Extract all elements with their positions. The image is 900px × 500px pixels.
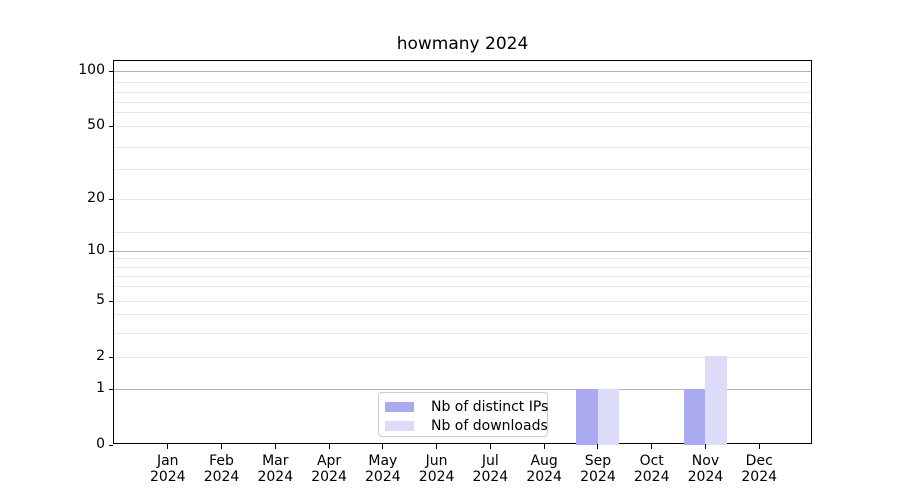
y-gridline-80 xyxy=(114,92,811,93)
y-tick-mark-20 xyxy=(109,199,113,200)
y-gridline-60 xyxy=(114,112,811,113)
y-tick-label-1: 1 xyxy=(96,380,105,396)
y-tick-label-50: 50 xyxy=(87,117,105,133)
x-tick-label-aug: Aug 2024 xyxy=(516,453,572,485)
x-tick-month: Apr xyxy=(316,453,342,469)
plot-area: Nb of distinct IPs Nb of downloads 100 50… xyxy=(78,60,812,485)
y-tick-mark-0 xyxy=(109,445,113,446)
chart-title: howmany 2024 xyxy=(396,34,529,54)
legend-label-downloads: Nb of downloads xyxy=(431,417,548,434)
x-tick-year: 2024 xyxy=(633,469,670,485)
y-gridline-100 xyxy=(114,71,811,72)
x-tick-month: May xyxy=(368,453,398,469)
x-tick-month: Jan xyxy=(156,453,179,469)
x-tick-label-jul: Jul 2024 xyxy=(462,453,518,485)
bar-sep-2024-distinct-ips xyxy=(576,389,598,445)
x-tick-mark-aug xyxy=(543,444,545,449)
y-tick-label-20: 20 xyxy=(87,190,105,206)
legend-swatch-downloads xyxy=(385,420,414,431)
y-gridline-5 xyxy=(114,301,811,302)
x-tick-year: 2024 xyxy=(741,469,778,485)
legend-swatch-distinct-ips xyxy=(385,401,414,412)
x-tick-year: 2024 xyxy=(365,469,401,485)
y-gridline-70 xyxy=(114,102,811,103)
x-tick-year: 2024 xyxy=(149,469,186,485)
y-gridline-4 xyxy=(114,314,811,315)
y-gridline-7 xyxy=(114,276,811,277)
x-tick-mark-dec xyxy=(758,444,760,449)
y-gridline-15 xyxy=(114,232,811,233)
x-tick-label-oct: Oct 2024 xyxy=(624,453,680,485)
x-tick-year: 2024 xyxy=(418,469,455,485)
x-tick-mark-jun xyxy=(436,444,438,449)
legend-label-distinct-ips: Nb of distinct IPs xyxy=(431,398,549,415)
y-tick-mark-10 xyxy=(109,251,113,252)
y-tick-label-0: 0 xyxy=(96,436,105,452)
x-tick-label-mar: Mar 2024 xyxy=(247,453,303,485)
y-tick-label-100: 100 xyxy=(78,62,105,78)
y-gridline-90 xyxy=(114,82,811,83)
y-gridline-1 xyxy=(114,389,811,390)
x-tick-label-sep: Sep 2024 xyxy=(570,453,626,485)
x-tick-mark-sep xyxy=(597,444,599,449)
legend-row-downloads: Nb of downloads xyxy=(385,417,548,434)
x-tick-label-jan: Jan 2024 xyxy=(140,453,196,485)
x-tick-mark-jul xyxy=(489,444,491,449)
y-tick-mark-1 xyxy=(109,389,113,390)
x-tick-month: Feb xyxy=(209,453,234,469)
x-tick-month: Dec xyxy=(745,453,773,469)
x-tick-label-apr: Apr 2024 xyxy=(301,453,357,485)
x-tick-mark-nov xyxy=(704,444,706,449)
x-tick-mark-jan xyxy=(167,444,169,449)
y-gridline-2 xyxy=(114,357,811,358)
x-tick-label-jun: Jun 2024 xyxy=(409,453,465,485)
x-tick-mark-oct xyxy=(651,444,653,449)
y-gridline-10 xyxy=(114,251,811,252)
y-gridline-3 xyxy=(114,333,811,334)
y-gridline-6 xyxy=(114,286,811,287)
bar-sep-2024-downloads xyxy=(597,389,620,445)
x-tick-month: Jul xyxy=(481,453,499,469)
x-tick-month: Nov xyxy=(691,453,720,469)
y-gridline-20 xyxy=(114,199,811,200)
y-gridline-30 xyxy=(114,169,811,170)
y-tick-mark-100 xyxy=(109,71,113,72)
legend-row-distinct-ips: Nb of distinct IPs xyxy=(385,398,549,415)
x-tick-year: 2024 xyxy=(526,469,562,485)
x-tick-label-feb: Feb 2024 xyxy=(194,453,250,485)
x-tick-year: 2024 xyxy=(580,469,616,485)
y-tick-mark-50 xyxy=(109,126,113,127)
y-tick-label-5: 5 xyxy=(96,292,105,308)
x-tick-year: 2024 xyxy=(311,469,347,485)
x-tick-year: 2024 xyxy=(472,469,509,485)
y-tick-mark-2 xyxy=(109,357,113,358)
x-tick-month: Jun xyxy=(425,453,448,469)
y-tick-mark-5 xyxy=(109,301,113,302)
x-tick-month: Oct xyxy=(639,453,664,469)
x-tick-mark-apr xyxy=(328,444,330,449)
bar-nov-2024-distinct-ips xyxy=(683,389,706,445)
y-gridline-8 xyxy=(114,267,811,268)
y-tick-label-2: 2 xyxy=(96,348,105,364)
x-tick-year: 2024 xyxy=(257,469,294,485)
bar-nov-2024-downloads xyxy=(705,356,727,445)
x-tick-mark-may xyxy=(382,444,384,449)
y-gridline-40 xyxy=(114,147,811,148)
x-tick-month: Mar xyxy=(262,453,289,469)
y-gridline-9 xyxy=(114,258,811,259)
legend: Nb of distinct IPs Nb of downloads xyxy=(378,392,548,437)
y-tick-label-10: 10 xyxy=(87,242,105,258)
x-tick-year: 2024 xyxy=(687,469,724,485)
x-tick-month: Sep xyxy=(584,453,612,469)
x-tick-mark-feb xyxy=(221,444,223,449)
x-tick-mark-mar xyxy=(274,444,276,449)
x-tick-year: 2024 xyxy=(203,469,240,485)
y-gridline-50 xyxy=(114,126,811,127)
x-tick-label-dec: Dec 2024 xyxy=(731,453,787,485)
x-tick-label-may: May 2024 xyxy=(355,453,411,485)
x-tick-month: Aug xyxy=(530,453,558,469)
x-tick-label-nov: Nov 2024 xyxy=(677,453,733,485)
